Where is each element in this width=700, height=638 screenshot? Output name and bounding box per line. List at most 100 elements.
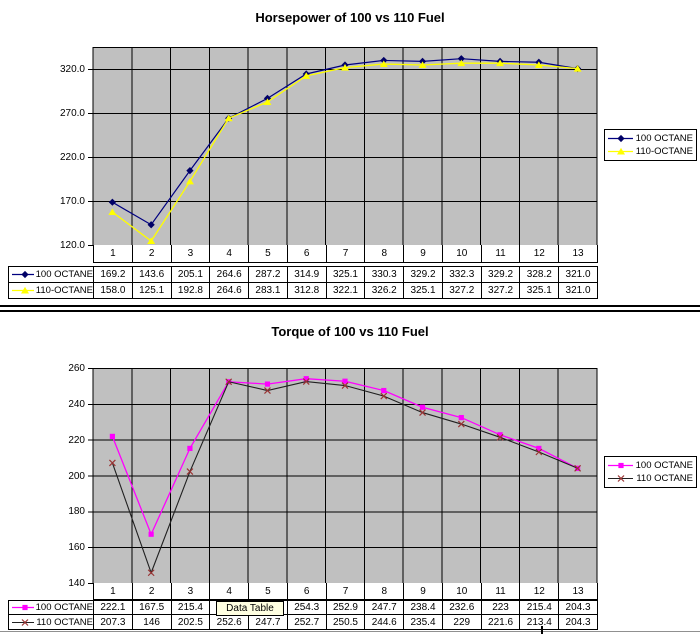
y-axis-label: 160 — [68, 542, 85, 554]
legend-key-icon — [12, 270, 34, 278]
section-divider — [0, 305, 700, 312]
series-name: 100 OCTANE — [35, 268, 93, 280]
legend-key-icon — [608, 134, 633, 143]
x-axis-label: 12 — [520, 245, 560, 263]
legend-entry[interactable]: 110-OCTANE — [608, 146, 693, 157]
table-cell: 238.4 — [404, 601, 443, 614]
plot-area[interactable] — [87, 47, 598, 246]
table-cell: 169.2 — [94, 267, 133, 282]
table-cell: 223 — [482, 601, 521, 614]
legend[interactable]: 100 OCTANE 110-OCTANE — [604, 129, 697, 161]
table-cell: 329.2 — [482, 267, 521, 282]
x-axis-label: 5 — [249, 245, 288, 263]
table-cell: 143.6 — [133, 267, 172, 282]
legend-key-icon — [608, 462, 633, 469]
table-cell: 250.5 — [327, 615, 366, 629]
table-cell: 247.7 — [365, 601, 405, 614]
data-table[interactable]: 100 OCTANE 169.2 143.6 205.1 264.6 287.2 314.9… — [8, 266, 598, 299]
table-cell: 314.9 — [288, 267, 327, 282]
y-axis-label: 120.0 — [59, 240, 85, 251]
sheet-edge-line — [0, 631, 700, 632]
table-cell: 327.2 — [482, 282, 521, 298]
table-cell: 222.1 — [94, 601, 133, 614]
table-cell: 252.6 — [210, 615, 250, 629]
y-axis-label: 320.0 — [59, 64, 85, 75]
table-cell: 254.3 — [288, 601, 327, 614]
x-axis-label: 7 — [326, 583, 366, 600]
chart-title-horsepower[interactable]: Horsepower of 100 vs 110 Fuel — [255, 10, 445, 25]
y-axis-label: 270.0 — [59, 108, 85, 119]
x-axis-label: 6 — [287, 245, 327, 263]
chart-title-torque[interactable]: Torque of 100 vs 110 Fuel — [271, 324, 429, 339]
table-cell: 325.1 — [327, 267, 366, 282]
table-cell: 125.1 — [133, 282, 172, 298]
legend[interactable]: 100 OCTANE 110 OCTANE — [604, 456, 697, 488]
x-axis-label: 5 — [249, 583, 288, 600]
table-cell: 252.7 — [288, 615, 327, 629]
legend-label: 110-OCTANE — [635, 146, 693, 157]
table-cell: 312.8 — [288, 282, 327, 298]
series-110-octane[interactable] — [108, 378, 582, 577]
legend-key-icon — [12, 286, 34, 294]
x-axis-label: 1 — [94, 583, 133, 600]
table-cell: 204.3 — [565, 602, 591, 613]
table-cell: 167.5 — [133, 601, 172, 614]
table-cell: 207.3 — [94, 615, 133, 629]
x-axis-label: 10 — [442, 245, 482, 263]
table-cell: 326.2 — [365, 282, 405, 298]
series-110-octane[interactable] — [108, 59, 582, 245]
y-axis-label: 240 — [68, 398, 85, 410]
x-axis-label: 9 — [404, 245, 443, 263]
series-name: 110-OCTANE — [35, 284, 93, 296]
table-cell: 328.2 — [520, 267, 560, 282]
x-axis-label: 2 — [132, 583, 172, 600]
table-cell: 244.6 — [365, 615, 405, 629]
table-cell: 158.0 — [94, 282, 133, 298]
table-row: 110 OCTANE 207.3 146 202.5 252.6 247.7 252.7 25… — [9, 615, 597, 629]
plot-area[interactable] — [87, 368, 598, 584]
x-axis-label: 3 — [171, 583, 211, 600]
y-axis-label: 140 — [68, 578, 85, 589]
table-cell: 232.6 — [443, 601, 482, 614]
x-axis-label: 2 — [132, 245, 172, 263]
legend-key-icon — [12, 604, 34, 611]
legend-entry[interactable]: 100 OCTANE — [608, 133, 693, 144]
table-cell: 325.1 — [404, 282, 443, 298]
x-axis-label: 10 — [442, 583, 482, 600]
series-name-cell: 100 OCTANE — [9, 267, 94, 282]
table-cell: 221.6 — [482, 615, 521, 629]
legend-key-icon — [12, 618, 35, 626]
data-table[interactable]: 100 OCTANE222.1167.5215.4252.6251.3254.3… — [8, 600, 598, 630]
x-axis-label: 4 — [210, 245, 250, 263]
table-cell: 215.4 — [520, 601, 560, 614]
table-cell: 321.0 — [565, 284, 591, 296]
x-axis-row: 1 2 3 4 5 6 7 8 9 10 11 12 13 — [93, 245, 598, 263]
y-axis-label: 220.0 — [59, 152, 85, 163]
x-axis-label: 11 — [481, 245, 521, 263]
x-axis-label: 13 — [559, 245, 598, 263]
series-name-cell: 100 OCTANE — [9, 601, 94, 614]
data-table-tooltip: Data Table — [216, 601, 284, 616]
series-name: 100 OCTANE — [35, 602, 93, 613]
legend-label: 100 OCTANE — [635, 133, 693, 144]
table-cell: 332.3 — [443, 267, 482, 282]
series-name-cell: 110 OCTANE — [9, 615, 94, 629]
y-axis-label: 170.0 — [59, 196, 85, 207]
table-cell: 205.1 — [172, 267, 211, 282]
table-cell: 329.2 — [404, 267, 443, 282]
table-cell: 229 — [443, 615, 482, 629]
table-cell: 287.2 — [249, 267, 288, 282]
x-axis-label: 9 — [404, 583, 443, 600]
table-cell: 215.4 — [172, 601, 211, 614]
x-axis-label: 8 — [365, 583, 405, 600]
legend-entry[interactable]: 100 OCTANE — [608, 460, 693, 471]
table-cell: 322.1 — [327, 282, 366, 298]
table-cell: 330.3 — [365, 267, 405, 282]
table-cell: 213.4 — [520, 615, 560, 629]
legend-entry[interactable]: 110 OCTANE — [608, 473, 693, 484]
table-row: 100 OCTANE 169.2 143.6 205.1 264.6 287.2 314.9… — [9, 267, 597, 283]
legend-key-icon — [608, 475, 634, 482]
table-cell: 247.7 — [249, 615, 288, 629]
gridlines — [88, 368, 598, 584]
